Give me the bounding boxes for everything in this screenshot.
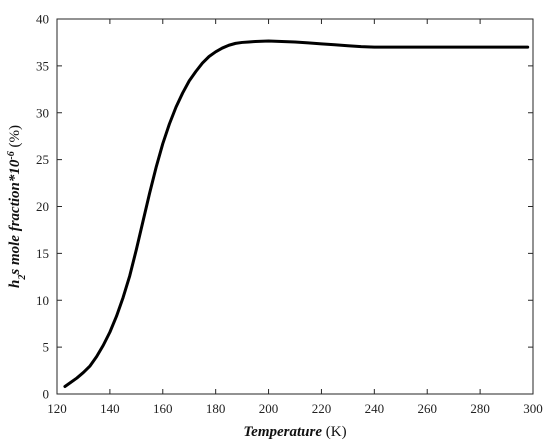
x-tick-label: 240 bbox=[365, 401, 385, 416]
y-tick-label: 30 bbox=[36, 105, 49, 120]
y-axis-label: h2s mole fraction*10-6 (%) bbox=[6, 125, 28, 288]
x-tick-label: 160 bbox=[153, 401, 173, 416]
x-tick-label: 120 bbox=[47, 401, 67, 416]
x-tick-label: 200 bbox=[259, 401, 279, 416]
x-label-word: Temperature bbox=[243, 424, 322, 440]
x-axis-ticks: 120 140 160 180 200 220 240 260 280 300 bbox=[47, 19, 543, 416]
y-tick-label: 0 bbox=[43, 387, 50, 402]
y-tick-label: 35 bbox=[36, 58, 49, 73]
x-tick-label: 280 bbox=[470, 401, 490, 416]
y-label-subscript: 2 bbox=[17, 275, 28, 281]
y-tick-label: 25 bbox=[36, 152, 49, 167]
y-label-rest: s mole fraction*10 bbox=[7, 159, 23, 275]
y-label-h: h bbox=[7, 280, 23, 288]
plot-frame bbox=[56, 18, 534, 395]
y-tick-label: 40 bbox=[36, 12, 49, 27]
x-tick-label: 260 bbox=[417, 401, 437, 416]
y-label-unit: (%) bbox=[7, 125, 23, 151]
y-label-exponent: -6 bbox=[6, 151, 17, 159]
x-tick-label: 220 bbox=[312, 401, 332, 416]
y-tick-label: 10 bbox=[36, 293, 49, 308]
x-axis-label: Temperature (K) bbox=[243, 424, 346, 440]
y-axis-ticks: 0 5 10 15 20 25 30 35 40 bbox=[36, 12, 533, 402]
x-label-unit: (K) bbox=[322, 424, 347, 440]
x-tick-label: 180 bbox=[206, 401, 226, 416]
y-tick-label: 15 bbox=[36, 246, 49, 261]
y-tick-label: 5 bbox=[43, 340, 50, 355]
y-tick-label: 20 bbox=[36, 199, 49, 214]
x-tick-label: 300 bbox=[523, 401, 543, 416]
series-line bbox=[63, 39, 530, 388]
x-tick-label: 140 bbox=[100, 401, 120, 416]
